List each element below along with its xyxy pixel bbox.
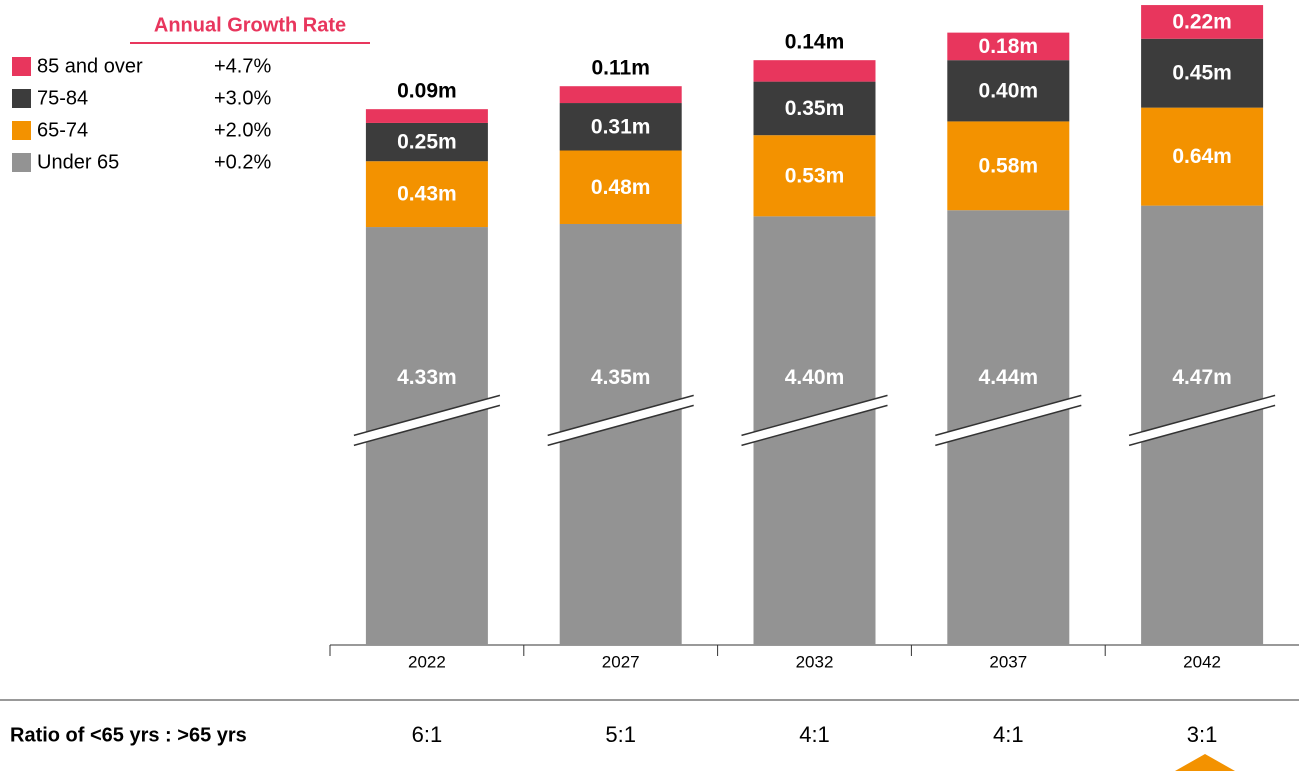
bar-segment (1141, 107, 1264, 206)
x-tick-label: 2027 (602, 652, 640, 671)
axis-break (1129, 395, 1276, 446)
bar-segment (947, 121, 1070, 211)
value-label: 4.33m (397, 366, 457, 389)
legend-growth: +4.7% (214, 55, 271, 77)
legend-label: 85 and over (37, 55, 143, 77)
legend-swatch (12, 153, 31, 172)
bar-segment (559, 150, 682, 224)
axis-break (935, 395, 1082, 446)
ratio-title: Ratio of <65 yrs : >65 yrs (10, 724, 247, 746)
legend-growth: +0.2% (214, 151, 271, 173)
legend-swatch (12, 121, 31, 140)
bar-segment (1141, 5, 1264, 39)
legend-swatch (12, 57, 31, 76)
axis-break-line (547, 394, 694, 437)
axis-break-line (741, 404, 888, 447)
bar-segment (365, 122, 488, 162)
axis-break-line (1128, 404, 1276, 447)
ratio: 3:1 (1187, 722, 1218, 747)
axis-break (547, 395, 694, 446)
axis-break-line (353, 394, 501, 437)
bar-segment (365, 161, 488, 228)
legend-title: Annual Growth Rate (154, 14, 346, 36)
value-label: 0.31m (591, 115, 651, 138)
bar-segment (559, 103, 682, 151)
ratio: 6:1 (412, 722, 443, 747)
ratio: 5:1 (605, 722, 636, 747)
axis-break-line (741, 394, 888, 437)
bar-segment (753, 135, 876, 217)
axis-break (741, 395, 888, 446)
value-label: 4.35m (591, 366, 651, 389)
value-label: 0.48m (591, 176, 651, 199)
bar-segment (1141, 38, 1264, 108)
value-label: 0.45m (1172, 62, 1232, 85)
value-label: 0.35m (785, 97, 845, 120)
value-label: 0.25m (397, 131, 457, 154)
axis-break-line (353, 404, 501, 447)
value-label: 0.40m (979, 79, 1039, 102)
axis-break (353, 395, 500, 446)
value-label: 0.09m (397, 80, 457, 103)
bar-segment (753, 81, 876, 136)
value-label: 0.11m (592, 57, 650, 80)
legend-label: Under 65 (37, 151, 119, 173)
value-label: 0.43m (397, 183, 457, 206)
legend-growth: +3.0% (214, 87, 271, 109)
value-label: 0.58m (979, 154, 1039, 177)
axis-break-line (1128, 394, 1276, 437)
pointer (1175, 754, 1235, 771)
value-label: 0.18m (979, 35, 1039, 58)
value-label: 4.47m (1172, 366, 1232, 389)
bar-segment (365, 109, 488, 123)
legend-label: 65-74 (37, 119, 88, 141)
ratio: 4:1 (799, 722, 830, 747)
value-label: 0.14m (785, 31, 845, 54)
x-tick-label: 2037 (989, 652, 1027, 671)
x-tick-label: 2042 (1183, 652, 1221, 671)
bar-segment (559, 86, 682, 104)
axis-break-line (547, 404, 694, 447)
x-tick-label: 2022 (408, 652, 446, 671)
value-label: 0.64m (1172, 145, 1232, 168)
x-tick-label: 2032 (796, 652, 834, 671)
value-label: 0.53m (785, 164, 845, 187)
bar-segment (753, 60, 876, 82)
ratio: 4:1 (993, 722, 1024, 747)
legend-swatch (12, 89, 31, 108)
value-label: 4.40m (785, 366, 845, 389)
axis-break-line (935, 394, 1082, 437)
legend-growth: +2.0% (214, 119, 271, 141)
bar-segment (947, 60, 1070, 122)
value-label: 4.44m (979, 366, 1039, 389)
legend-label: 75-84 (37, 87, 88, 109)
bar-segment (947, 32, 1070, 61)
value-label: 0.22m (1172, 10, 1232, 33)
axis-break-line (935, 404, 1082, 447)
